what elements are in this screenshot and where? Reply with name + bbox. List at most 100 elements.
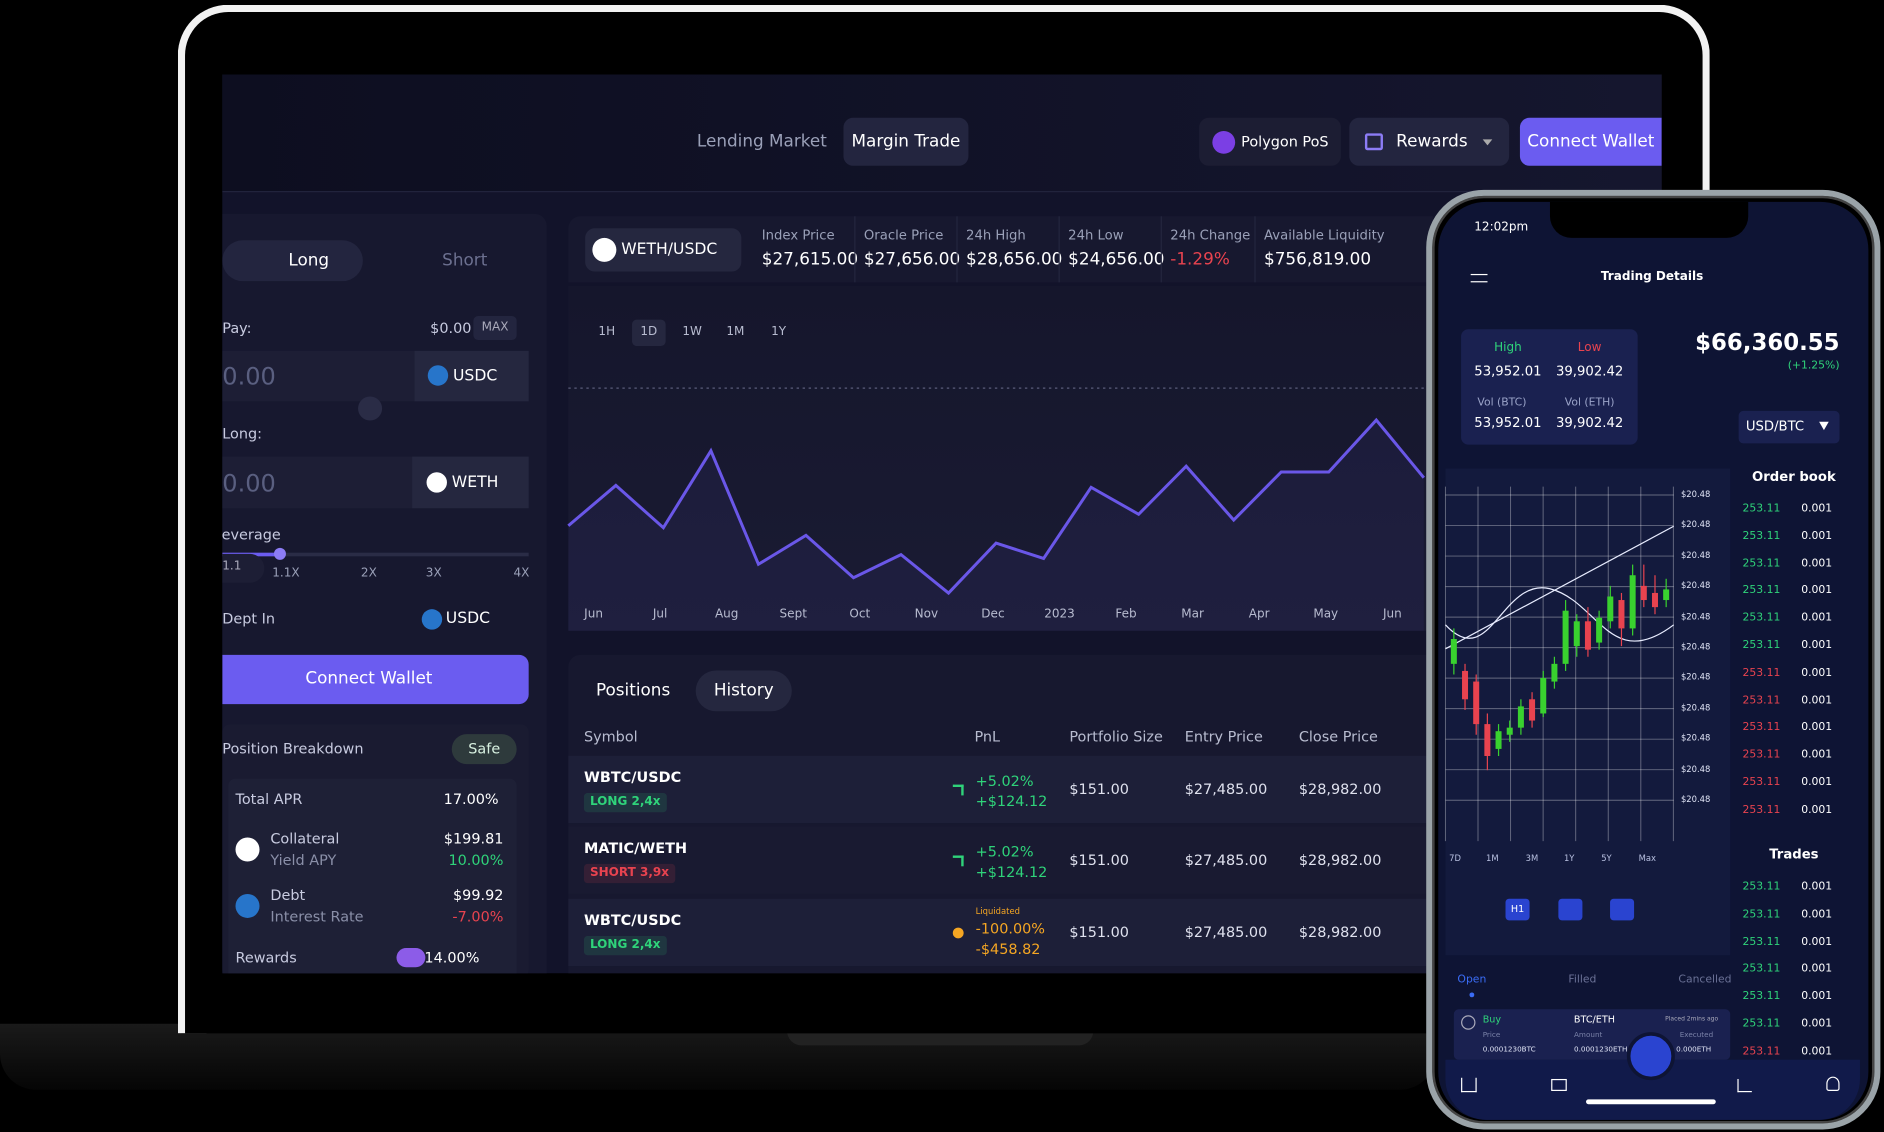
token: WETH: [451, 474, 499, 493]
rewards-pill[interactable]: [1349, 117, 1510, 166]
range[interactable]: 1M: [726, 325, 745, 339]
column-header: Symbol: [583, 728, 638, 745]
connect-label: Connect Wallet: [1527, 132, 1655, 152]
range[interactable]: 1W: [682, 325, 702, 339]
price: $66,360.55: [1695, 329, 1840, 357]
side-tag: SHORT 3,9x: [583, 863, 676, 884]
token-icon: [427, 365, 449, 386]
x-label: Feb: [1115, 607, 1137, 622]
tab-pill[interactable]: [222, 240, 363, 282]
max-pill[interactable]: [473, 316, 517, 341]
connect-button[interactable]: [1519, 117, 1662, 166]
nav-profile: [1826, 1076, 1840, 1091]
size: $151.00: [1069, 923, 1129, 941]
range[interactable]: 5Y: [1601, 853, 1612, 864]
field-label: Dept In: [222, 610, 276, 628]
trade-price: 253.11: [1742, 1018, 1781, 1031]
order-label: Price: [1482, 1030, 1501, 1040]
candle-body: [1517, 706, 1524, 728]
candle-body: [1506, 727, 1513, 735]
item-sub-label: Interest Rate: [270, 908, 364, 926]
network-name: Polygon PoS: [1241, 133, 1329, 151]
asset-icon: [235, 837, 260, 862]
menu-icon: [1470, 273, 1488, 283]
book-qty: 0.001: [1801, 776, 1833, 789]
item-sub-value: -7.00%: [452, 908, 504, 926]
interval-button: [1505, 898, 1530, 921]
pnl-usd: -$458.82: [975, 940, 1041, 958]
price-label: $20.48: [1680, 489, 1711, 500]
book-qty: 0.001: [1801, 804, 1833, 817]
phone: 12:02pm Trading Details High Low 53,952.01 39…: [1426, 189, 1881, 1130]
input[interactable]: [222, 350, 415, 402]
x-label: Nov: [914, 607, 939, 622]
tab[interactable]: Positions: [595, 681, 671, 701]
input[interactable]: [222, 456, 413, 509]
stat-value: 39,902.42: [1555, 363, 1624, 380]
laptop-base: [0, 1023, 1436, 1090]
range[interactable]: 1D: [640, 325, 658, 339]
tab-pill[interactable]: [695, 670, 792, 712]
price-label: $20.48: [1680, 794, 1711, 805]
stat-label: Vol (BTC): [1477, 397, 1527, 410]
stat-divider: [1160, 216, 1162, 283]
book-qty: 0.001: [1801, 557, 1833, 570]
order-tab[interactable]: Filled: [1568, 973, 1597, 986]
order-tab[interactable]: Cancelled: [1678, 973, 1732, 986]
candle-body: [1573, 621, 1580, 647]
range[interactable]: 7D: [1449, 853, 1461, 864]
home-indicator: [1586, 1099, 1716, 1105]
price-label: $20.48: [1680, 520, 1711, 530]
tab[interactable]: Short: [442, 251, 488, 271]
order-label: Amount: [1574, 1030, 1603, 1040]
range[interactable]: 1M: [1485, 853, 1499, 864]
tool-button: [1558, 898, 1583, 921]
entry: $27,485.00: [1184, 923, 1268, 941]
book-price: 253.11: [1742, 502, 1781, 515]
pnl-pct: -100.00%: [975, 920, 1046, 938]
range-pill: [632, 319, 666, 347]
stat-label: High: [1494, 341, 1522, 355]
tool-button: [1610, 898, 1635, 921]
nav-link[interactable]: Margin Trade: [851, 132, 961, 152]
pair-icon: [592, 237, 617, 262]
section-title: Trades: [1769, 846, 1819, 863]
candle-body: [1640, 585, 1647, 601]
stat-divider: [956, 216, 958, 283]
range[interactable]: 1H: [598, 325, 616, 339]
section-title: Order book: [1752, 469, 1836, 485]
asset-icon: [235, 893, 260, 918]
slider-track: [222, 552, 529, 557]
x-label: Aug: [714, 607, 739, 622]
book-price: 253.11: [1742, 639, 1781, 652]
candle-body: [1596, 617, 1603, 643]
row: [568, 826, 1434, 894]
submit-label: Connect Wallet: [305, 669, 433, 689]
book-qty: 0.001: [1801, 721, 1833, 735]
row: [568, 898, 1434, 967]
phone-notch: [1549, 201, 1749, 238]
candle-body: [1473, 681, 1480, 725]
candle-body: [1584, 621, 1591, 650]
order-value: 0.000ETH: [1676, 1045, 1712, 1054]
candle-body: [1629, 575, 1636, 629]
book-price: 253.11: [1742, 694, 1781, 707]
stat-value: $28,656.00: [966, 249, 1063, 270]
breakdown-inner: [228, 778, 517, 974]
range[interactable]: Max: [1638, 853, 1656, 864]
range[interactable]: 1Y: [1563, 853, 1575, 864]
leverage-tick: 2X: [360, 567, 377, 581]
range[interactable]: 3M: [1525, 853, 1539, 864]
book-price: 253.11: [1742, 557, 1781, 570]
order-tab[interactable]: Open: [1457, 973, 1487, 986]
interval: H1: [1510, 903, 1525, 915]
nav-link[interactable]: Lending Market: [696, 132, 827, 152]
slider-knob[interactable]: [273, 547, 286, 560]
range[interactable]: 1Y: [771, 325, 787, 339]
submit[interactable]: [222, 654, 529, 705]
swap-button[interactable]: [358, 396, 383, 421]
stat-divider: [854, 216, 856, 283]
pnl-icon: [952, 784, 964, 796]
x-label: Jun: [1382, 607, 1402, 622]
leverage-value: 1.1: [222, 559, 242, 574]
